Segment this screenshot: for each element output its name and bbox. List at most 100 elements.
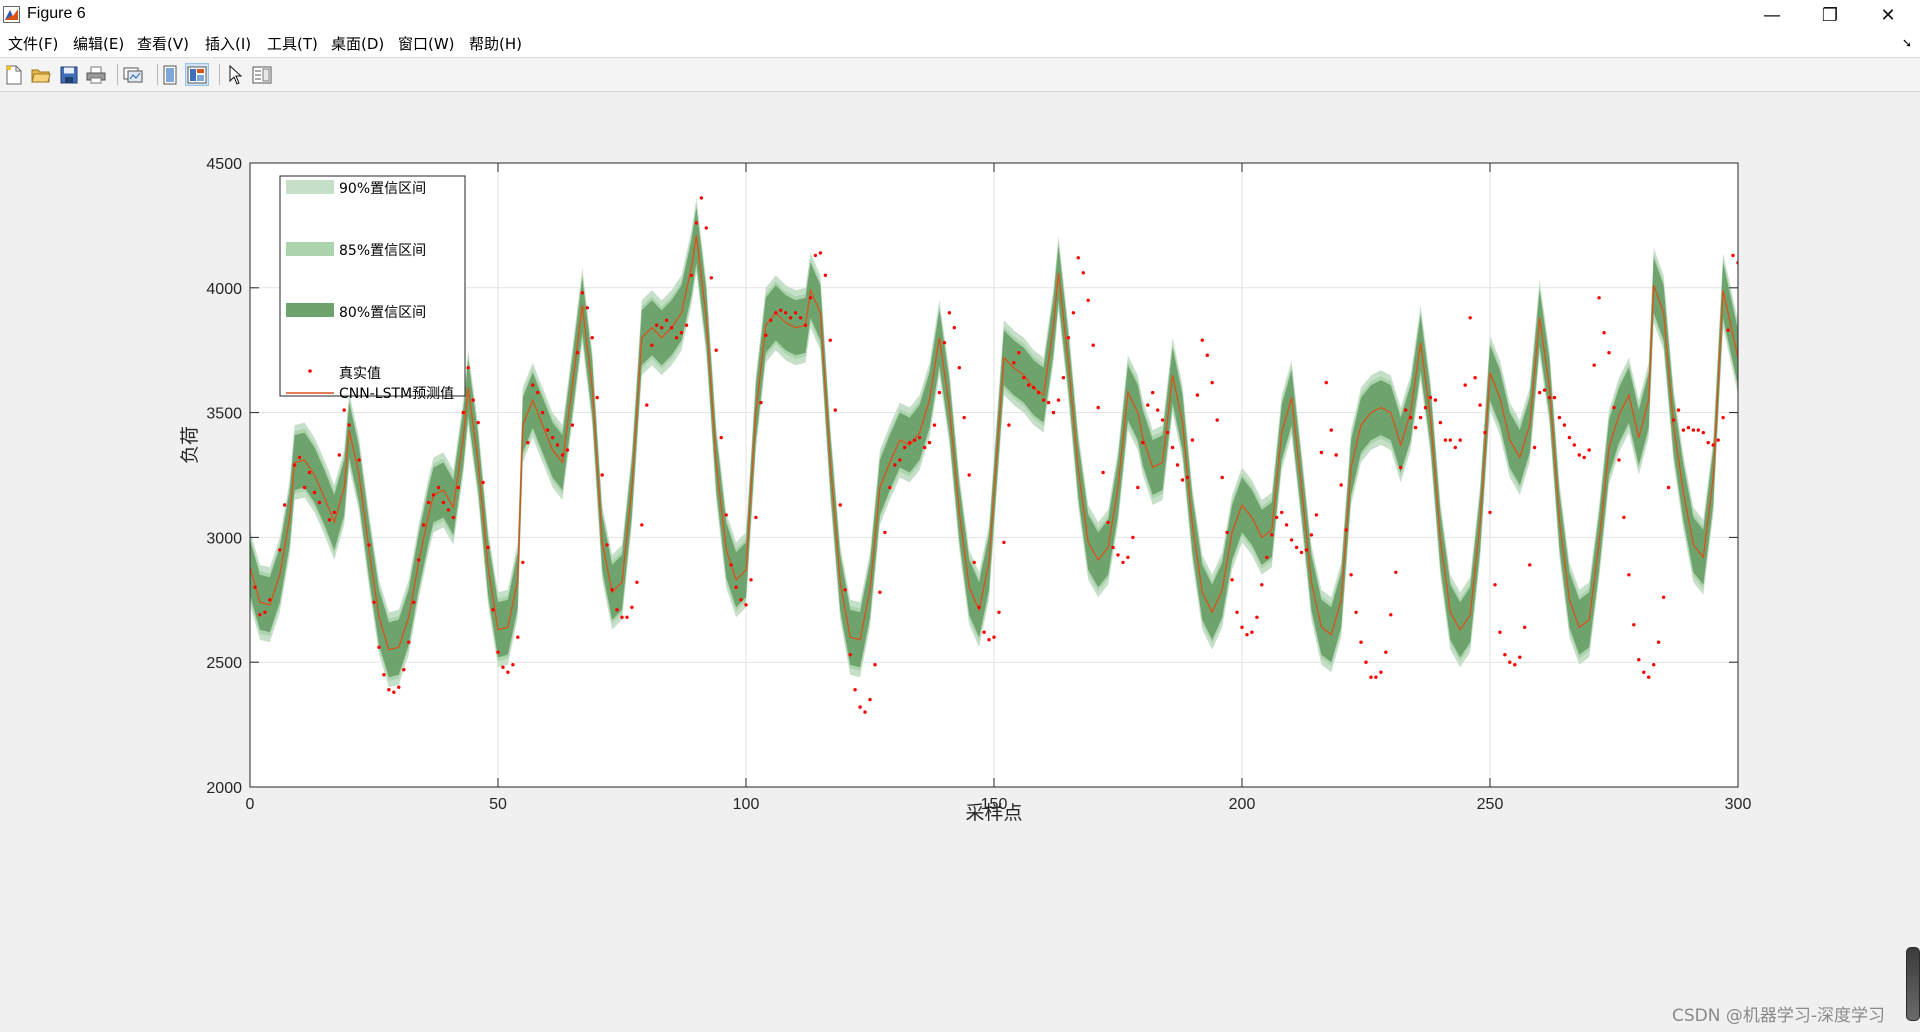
- actual-point: [937, 390, 942, 395]
- actual-point: [903, 445, 907, 450]
- actual-point: [416, 558, 421, 562]
- actual-point: [1731, 253, 1735, 258]
- actual-point: [823, 273, 828, 277]
- actual-point: [793, 311, 798, 315]
- edit-plot-icon[interactable]: [223, 63, 247, 86]
- actual-point: [843, 588, 847, 592]
- menu-view[interactable]: 查看(V): [137, 35, 189, 53]
- actual-point: [347, 423, 351, 427]
- figure-toolbar: [0, 57, 1920, 92]
- actual-point: [387, 688, 391, 692]
- actual-point: [1612, 405, 1616, 410]
- actual-point: [317, 500, 322, 505]
- actual-point: [451, 515, 456, 520]
- actual-point: [407, 640, 411, 644]
- legend-label-85: 85%置信区间: [339, 243, 426, 259]
- actual-point: [1652, 663, 1656, 667]
- actual-point: [1379, 670, 1383, 674]
- actual-point: [788, 316, 793, 320]
- x-tick-label: 150: [981, 796, 1008, 813]
- side-gauge-widget: [1906, 947, 1920, 1021]
- actual-point: [942, 341, 947, 345]
- actual-point: [1240, 625, 1244, 629]
- actual-point: [302, 485, 307, 490]
- actual-point: [1086, 298, 1090, 302]
- actual-point: [898, 458, 902, 462]
- actual-point: [426, 500, 431, 505]
- save-icon[interactable]: [57, 63, 81, 86]
- actual-point: [1592, 363, 1596, 367]
- actual-point: [625, 615, 629, 619]
- actual-point: [1706, 440, 1710, 445]
- actual-point: [1572, 443, 1577, 447]
- actual-point: [258, 613, 262, 617]
- legend-label-80: 80%置信区间: [339, 305, 426, 321]
- actual-point: [263, 610, 267, 614]
- actual-point: [972, 560, 976, 565]
- menu-help[interactable]: 帮助(H): [469, 35, 522, 53]
- actual-point: [1096, 405, 1100, 410]
- actual-point: [1081, 271, 1086, 275]
- menu-tools[interactable]: 工具(T): [267, 35, 318, 53]
- actual-point: [664, 318, 669, 322]
- legend[interactable]: 90%置信区间 85%置信区间 80%置信区间 真实值 CNN-LSTM预测值: [279, 175, 466, 402]
- link-plot-icon[interactable]: [121, 63, 145, 86]
- x-tick-label: 50: [489, 796, 507, 813]
- actual-point: [1671, 418, 1676, 422]
- actual-point: [1423, 405, 1428, 410]
- dock-arrow-icon[interactable]: ➘: [1901, 36, 1912, 50]
- actual-point: [992, 635, 996, 639]
- actual-point: [1270, 533, 1274, 537]
- actual-point: [436, 485, 441, 490]
- open-file-icon[interactable]: [29, 63, 53, 86]
- csdn-watermark: CSDN @机器学习-深度学习: [1672, 1006, 1886, 1026]
- actual-point: [1433, 398, 1438, 402]
- maximize-button[interactable]: ❐: [1821, 4, 1839, 26]
- actual-point: [1498, 630, 1502, 634]
- actual-point: [1289, 538, 1294, 542]
- actual-point: [1404, 408, 1408, 412]
- hide-plot-tools-icon[interactable]: [158, 63, 182, 86]
- actual-point: [600, 473, 604, 477]
- actual-point: [402, 668, 406, 672]
- actual-point: [1483, 430, 1487, 435]
- print-icon[interactable]: [84, 63, 108, 86]
- actual-point: [511, 663, 515, 667]
- actual-point: [1106, 520, 1110, 525]
- actual-point: [1503, 653, 1507, 657]
- menu-desktop[interactable]: 桌面(D): [331, 35, 385, 53]
- menu-file[interactable]: 文件(F): [8, 35, 59, 53]
- actual-point: [997, 610, 1001, 614]
- actual-point: [1116, 553, 1120, 557]
- actual-point: [327, 518, 332, 522]
- y-tick-label: 4000: [206, 281, 242, 298]
- close-button[interactable]: ✕: [1880, 4, 1896, 26]
- prediction-line: [250, 235, 1738, 651]
- actual-point: [1007, 423, 1011, 427]
- actual-point: [297, 455, 302, 460]
- menu-edit[interactable]: 编辑(E): [73, 35, 125, 53]
- matlab-app-icon: [3, 6, 20, 23]
- menu-window[interactable]: 窗口(W): [398, 35, 455, 53]
- actual-point: [1374, 675, 1378, 679]
- actual-point: [1627, 573, 1631, 577]
- show-plot-tools-icon[interactable]: [185, 63, 209, 86]
- actual-point: [1711, 443, 1715, 447]
- minimize-button[interactable]: —: [1763, 4, 1781, 26]
- actual-point: [1131, 535, 1135, 540]
- new-figure-icon[interactable]: [2, 63, 26, 86]
- actual-point: [1051, 410, 1056, 415]
- actual-point: [684, 323, 689, 327]
- actual-point: [1294, 545, 1299, 550]
- menu-insert[interactable]: 插入(I): [205, 35, 252, 53]
- actual-point: [1359, 640, 1363, 644]
- x-tick-label: 0: [246, 796, 255, 813]
- actual-point: [526, 440, 530, 445]
- actual-point: [1121, 560, 1125, 565]
- actual-point: [1200, 338, 1205, 342]
- y-tick-label: 3000: [206, 530, 242, 547]
- actual-point: [1215, 418, 1219, 422]
- actual-point: [774, 311, 778, 315]
- insert-legend-icon[interactable]: [250, 63, 274, 86]
- actual-point: [1394, 570, 1398, 574]
